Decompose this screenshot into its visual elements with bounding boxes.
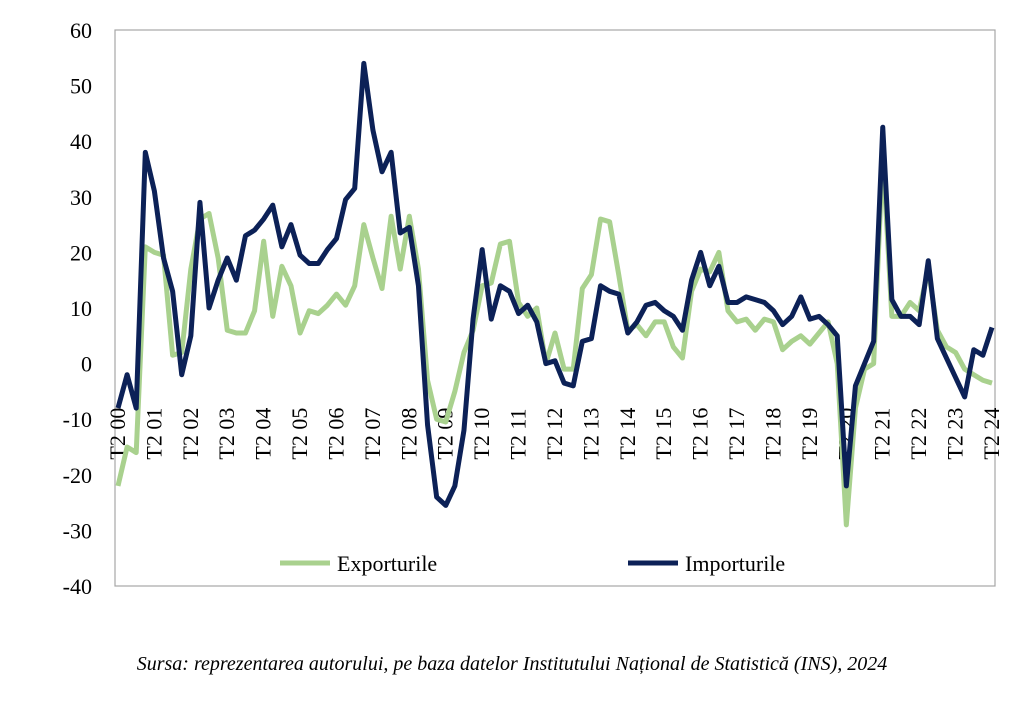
y-tick-label: -40: [63, 574, 92, 599]
y-tick-label: 50: [70, 74, 92, 99]
x-tick-label: T2 16: [688, 408, 713, 460]
plot-frame: [114, 29, 996, 587]
line-series: [115, 149, 993, 528]
x-tick-label: T2 08: [396, 408, 421, 460]
y-tick-label: 40: [70, 129, 92, 154]
x-tick-label: T2 04: [251, 408, 276, 460]
y-tick-label: 0: [81, 352, 92, 377]
x-tick-label: T2 14: [615, 408, 640, 460]
y-tick-label: -20: [63, 463, 92, 488]
x-tick-label: T2 24: [979, 408, 1004, 460]
legend-label: Exporturile: [337, 551, 437, 576]
x-tick-label: T2 12: [542, 408, 567, 460]
x-tick-label: T2 22: [906, 408, 931, 460]
x-tick-label: T2 01: [141, 408, 166, 460]
x-tick-label: T2 10: [469, 408, 494, 460]
x-tick-label: T2 13: [578, 408, 603, 460]
x-tick-label: T2 18: [761, 408, 786, 460]
x-tick-label: T2 02: [178, 408, 203, 460]
legend-label: Importurile: [685, 551, 785, 576]
y-tick-label: -10: [63, 407, 92, 432]
x-tick-label: T2 03: [214, 408, 239, 460]
line-series: [115, 60, 995, 508]
x-tick-label: T2 19: [797, 408, 822, 460]
y-tick-label: 60: [70, 18, 92, 43]
y-tick-label: 10: [70, 296, 92, 321]
x-tick-label: T2 21: [870, 408, 895, 460]
x-tick-label: T2 05: [287, 408, 312, 460]
y-tick-label: 20: [70, 240, 92, 265]
x-tick-label: T2 11: [506, 408, 531, 459]
x-tick-label: T2 07: [360, 408, 385, 460]
source-note: Sursa: reprezentarea autorului, pe baza …: [137, 653, 888, 675]
x-tick-label: T2 06: [324, 408, 349, 460]
x-tick-label: T2 15: [651, 408, 676, 460]
y-tick-label: -30: [63, 518, 92, 543]
y-tick-label: 30: [70, 185, 92, 210]
x-tick-label: T2 23: [943, 408, 968, 460]
x-tick-label: T2 17: [724, 408, 749, 460]
